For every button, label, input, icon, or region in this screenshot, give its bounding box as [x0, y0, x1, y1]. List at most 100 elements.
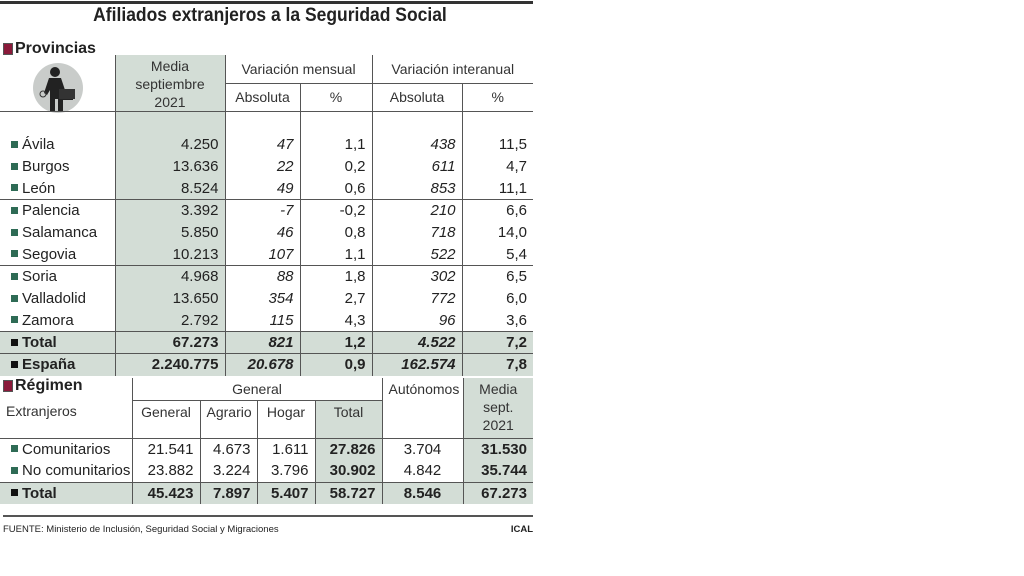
- cell-total: 30.902: [314, 460, 382, 482]
- cell-var-mensual-pct: 0,2: [299, 155, 373, 178]
- cell-var-interanual-pct: 7,2: [461, 331, 534, 354]
- cell-var-mensual-pct: 0,9: [299, 353, 373, 376]
- cell-var-interanual-pct: 7,8: [461, 353, 534, 376]
- cell-provincia: Palencia: [0, 199, 115, 222]
- section-provincias: Provincias: [3, 40, 96, 58]
- cell-var-interanual-pct: 5,4: [461, 243, 534, 266]
- table-row: No comunitarios 23.882 3.224 3.796 30.902 4.8…: [0, 460, 533, 482]
- table-row: Salamanca 5.850 46 0,8 718 14,0: [0, 221, 534, 244]
- row-label: Burgos: [22, 158, 70, 175]
- cell-var-mensual-absoluta: 20.678: [224, 353, 300, 376]
- cell-var-mensual-absoluta: 107: [224, 243, 300, 266]
- bullet-icon: [11, 445, 18, 453]
- cell-general: 21.541: [131, 437, 200, 460]
- cell-media: 5.850: [114, 221, 225, 244]
- cell-tipo: Comunitarios: [0, 437, 132, 460]
- cell-var-mensual-pct: 1,2: [299, 331, 373, 354]
- cell-media: 35.744: [462, 460, 533, 482]
- cell-media: 13.650: [114, 287, 225, 310]
- table-row: Comunitarios 21.541 4.673 1.611 27.826 3.704 3…: [0, 437, 533, 460]
- cell-tipo: Total: [0, 481, 132, 504]
- cell-tipo: No comunitarios: [0, 460, 132, 482]
- cell-autonomos: 3.704: [381, 437, 463, 460]
- bullet-icon: [11, 316, 18, 324]
- bullet-icon: [11, 184, 18, 192]
- cell-var-mensual-absoluta: 49: [224, 177, 300, 200]
- table-row: Soria 4.968 88 1,8 302 6,5: [0, 265, 534, 288]
- cell-var-interanual-absoluta: 718: [371, 221, 463, 244]
- row-label: Salamanca: [22, 224, 98, 241]
- table-row: Palencia 3.392 -7 -0,2 210 6,6: [0, 199, 534, 222]
- cell-total: 58.727: [314, 481, 382, 504]
- cell-var-interanual-pct: 11,1: [461, 177, 534, 200]
- bullet-icon: [11, 140, 18, 148]
- cell-var-interanual-absoluta: 210: [371, 199, 463, 222]
- row-label: Ávila: [22, 136, 55, 153]
- cell-var-interanual-absoluta: 96: [371, 309, 463, 332]
- section-square-icon: [3, 43, 13, 55]
- cell-var-mensual-pct: -0,2: [299, 199, 373, 222]
- header-absoluta-mensual: Absoluta: [224, 82, 300, 112]
- regimen-table: General Autónomos Media sept. 2021 Extra…: [0, 378, 533, 504]
- page-title: Afiliados extranjeros a la Seguridad Soc…: [93, 5, 447, 26]
- bullet-icon: [11, 228, 18, 236]
- table-row: Valladolid 13.650 354 2,7 772 6,0: [0, 287, 534, 310]
- cell-var-interanual-pct: 4,7: [461, 155, 534, 178]
- row-label: No comunitarios: [22, 462, 131, 480]
- cell-var-interanual-absoluta: 772: [371, 287, 463, 310]
- table-row: Burgos 13.636 22 0,2 611 4,7: [0, 155, 534, 178]
- table-row: Total 45.423 7.897 5.407 58.727 8.546 67.273: [0, 481, 533, 504]
- cell-var-mensual-absoluta: 88: [224, 265, 300, 288]
- cell-autonomos: 8.546: [381, 481, 463, 504]
- cell-var-mensual-absoluta: 354: [224, 287, 300, 310]
- row-label: Soria: [22, 268, 58, 286]
- header-absoluta-interanual: Absoluta: [371, 82, 463, 112]
- cell-media: 4.968: [114, 265, 225, 288]
- table-row: Segovia 10.213 107 1,1 522 5,4: [0, 243, 534, 266]
- cell-agrario: 3.224: [199, 460, 257, 482]
- cell-var-interanual-absoluta: 522: [371, 243, 463, 266]
- cell-provincia: España: [0, 353, 115, 376]
- cell-general: 23.882: [131, 460, 200, 482]
- cell-var-interanual-pct: 6,6: [461, 199, 534, 222]
- cell-var-mensual-absoluta: 821: [224, 331, 300, 354]
- credit: ICAL: [510, 524, 533, 535]
- cell-agrario: 7.897: [199, 481, 257, 504]
- row-label: España: [22, 356, 76, 374]
- bullet-icon: [11, 338, 18, 346]
- cell-media: 2.792: [114, 309, 225, 332]
- cell-hogar: 5.407: [256, 481, 315, 504]
- header-media: Media sept. 2021: [462, 378, 533, 438]
- cell-var-mensual-pct: 1,8: [299, 265, 373, 288]
- cell-general: 45.423: [131, 481, 200, 504]
- cell-total: 27.826: [314, 437, 382, 460]
- cell-var-mensual-pct: 0,6: [299, 177, 373, 200]
- header-variacion-interanual: Variación interanual: [371, 55, 534, 84]
- cell-provincia: Zamora: [0, 310, 115, 332]
- bullet-icon: [11, 206, 18, 214]
- cell-media: 8.524: [114, 177, 225, 200]
- bullet-icon: [11, 466, 18, 474]
- row-label: Palencia: [22, 202, 80, 220]
- row-label: León: [22, 179, 56, 197]
- header-autonomos: Autónomos: [381, 378, 463, 438]
- bullet-icon: [11, 489, 18, 497]
- cell-media: 4.250: [114, 133, 225, 156]
- cell-autonomos: 4.842: [381, 460, 463, 482]
- provincias-table: Media septiembre 2021 Variación mensual …: [0, 55, 534, 376]
- cell-var-mensual-absoluta: -7: [224, 199, 300, 222]
- header-pct-interanual: %: [461, 82, 534, 112]
- table-row: Ávila 4.250 47 1,1 438 11,5: [0, 133, 534, 156]
- cell-var-interanual-absoluta: 4.522: [371, 331, 463, 354]
- bullet-icon: [11, 294, 18, 302]
- cell-var-mensual-absoluta: 115: [224, 309, 300, 332]
- top-rule: [0, 1, 533, 4]
- header-media: Media septiembre 2021: [114, 55, 225, 112]
- table-row: León 8.524 49 0,6 853 11,1: [0, 177, 534, 200]
- cell-var-interanual-pct: 11,5: [461, 133, 534, 156]
- table-row: Zamora 2.792 115 4,3 96 3,6: [0, 309, 534, 332]
- row-label: Comunitarios: [22, 440, 111, 458]
- cell-var-mensual-absoluta: 46: [224, 221, 300, 244]
- section-regimen: Régimen: [3, 377, 83, 395]
- header-general-group: General: [131, 378, 382, 400]
